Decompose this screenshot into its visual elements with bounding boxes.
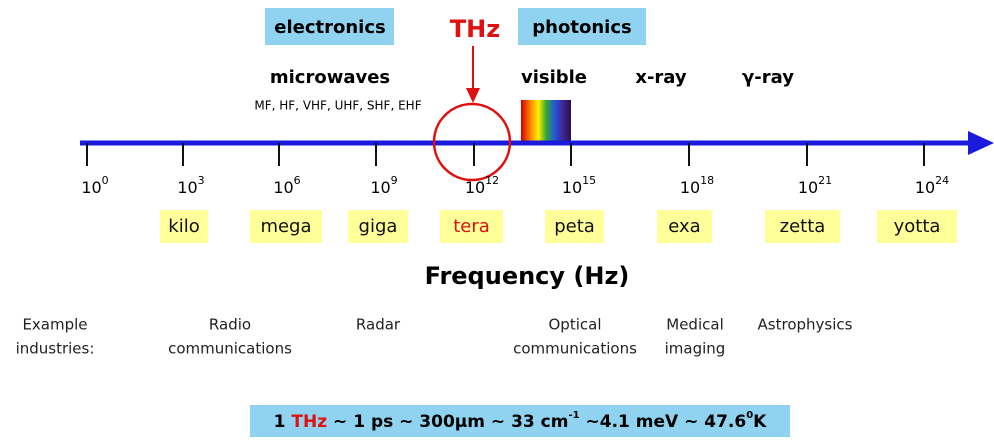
formula-part: ~ 1 ps ~ 300µm ~ 33 cm [327,412,568,432]
electronics: electronics [274,17,385,38]
prefix-box [765,210,840,243]
tick-label: 100 [81,174,108,197]
industry: Astrophysics [758,316,853,334]
tick-exp: 0 [102,174,109,187]
thz-circle [432,102,512,182]
industry: Medical [666,316,723,334]
prefix-box [250,210,322,243]
prefix-box [877,210,957,243]
thz: THz [450,15,500,43]
tick-exp: 9 [391,174,398,187]
prefix: yotta [894,216,941,237]
industry: industries: [16,340,95,358]
tick-label: 1024 [915,174,949,197]
tick-label: 109 [370,174,397,197]
prefix: tera [453,216,490,237]
prefix: peta [554,216,595,237]
formula-sup: -1 [568,410,579,421]
tick-base: 10 [177,178,197,197]
tick-base: 10 [465,178,485,197]
tick-label: 1018 [680,174,714,197]
tick-base: 10 [915,178,935,197]
formula-sup: 0 [746,410,753,421]
industry: Radio [209,316,251,334]
tick-base: 10 [273,178,293,197]
industry: Optical [549,316,602,334]
tick-exp: 6 [294,174,301,187]
tick-base: 10 [680,178,700,197]
tick-label: 103 [177,174,204,197]
formula: 1 THz ~ 1 ps ~ 300µm ~ 33 cm-1 ~4.1 meV … [274,410,768,432]
microwave-bands: MF, HF, VHF, UHF, SHF, EHF [254,99,421,113]
axis-arrow [968,131,994,155]
industry: communications [168,340,292,358]
tick-base: 10 [370,178,390,197]
tick-base: 10 [81,178,101,197]
formula-part: K [753,412,767,432]
prefix-box [657,210,712,243]
prefix: mega [260,216,311,237]
formula-unit: THz [291,412,327,432]
microwaves: microwaves [270,67,390,88]
tick-exp: 3 [198,174,205,187]
industry: imaging [665,340,726,358]
formula-box [250,405,790,437]
tick-label: 106 [273,174,300,197]
photonics: photonics [532,17,631,38]
tick-exp: 18 [700,174,714,187]
tick-exp: 24 [935,174,949,187]
tick-label: 1021 [798,174,832,197]
axis-label: Frequency (Hz) [425,262,630,290]
tick-base: 10 [798,178,818,197]
prefix-box [545,210,604,243]
visible: visible [521,67,587,88]
arrow-head [466,88,480,103]
prefix-box [160,210,208,243]
tick-label: 1012 [465,174,499,197]
prefix-box [348,210,408,243]
industry: Example [22,316,87,334]
prefix: zetta [780,216,826,237]
formula-part: ~4.1 meV ~ 47.6 [580,412,747,432]
prefix: kilo [168,216,199,237]
photonics-box [518,8,646,45]
tick-exp: 15 [582,174,596,187]
electronics-box [265,8,394,45]
x-ray: x-ray [635,67,687,88]
formula-part: 1 [274,412,292,432]
gamma-ray: γ-ray [742,67,794,88]
tick-base: 10 [562,178,582,197]
tick-exp: 21 [818,174,832,187]
tick-label: 1015 [562,174,596,197]
spectrum [521,100,571,141]
industry: communications [513,340,637,358]
prefix-box [440,210,503,243]
prefix: exa [668,216,700,237]
tick-exp: 12 [485,174,499,187]
industry: Radar [356,316,401,334]
prefix: giga [359,216,398,237]
